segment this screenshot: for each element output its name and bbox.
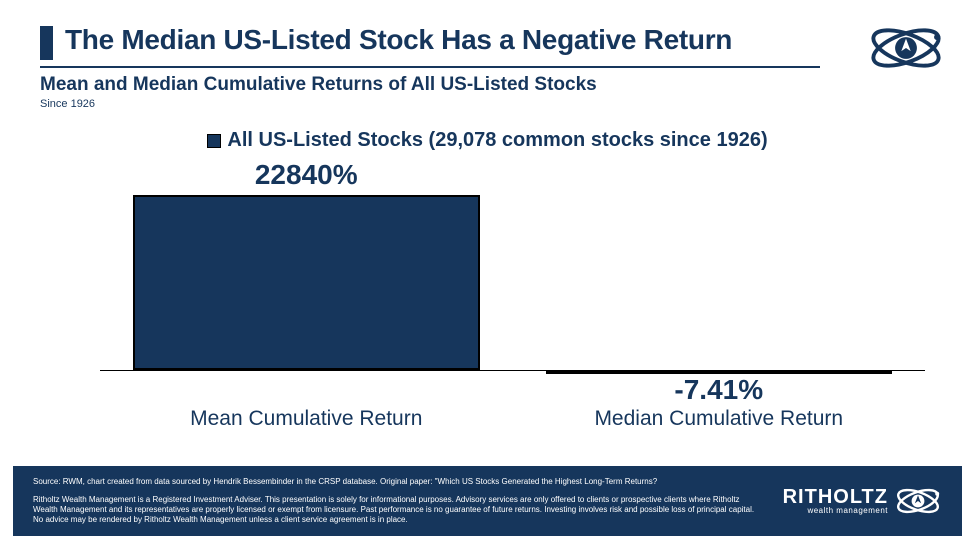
- bar-category-label: Median Cumulative Return: [513, 407, 926, 431]
- brand-orbit-icon: [867, 15, 945, 81]
- bar-category-label: Mean Cumulative Return: [100, 407, 513, 431]
- slide-footer: Source: RWM, chart created from data sou…: [13, 466, 962, 536]
- slide-subtitle: Mean and Median Cumulative Returns of Al…: [40, 74, 935, 96]
- footer-source: Source: RWM, chart created from data sou…: [33, 477, 757, 487]
- bar-chart: 22840%Mean Cumulative Return-7.41%Median…: [100, 160, 925, 410]
- legend-label: All US-Listed Stocks (29,078 common stoc…: [227, 129, 767, 152]
- title-accent-bar: [40, 26, 53, 60]
- title-row: The Median US-Listed Stock Has a Negativ…: [40, 24, 935, 60]
- slide-since-label: Since 1926: [40, 98, 935, 110]
- legend-swatch-icon: [207, 134, 221, 148]
- footer-disclaimer: Ritholtz Wealth Management is a Register…: [33, 495, 757, 525]
- footer-orbit-icon: [894, 481, 942, 521]
- slide-root: The Median US-Listed Stock Has a Negativ…: [0, 0, 975, 548]
- slide-title: The Median US-Listed Stock Has a Negativ…: [65, 24, 732, 56]
- chart-legend: All US-Listed Stocks (29,078 common stoc…: [0, 129, 975, 153]
- bar-value-label: -7.41%: [513, 374, 926, 406]
- title-underline: [40, 66, 820, 68]
- footer-brand-name: RITHOLTZ: [783, 488, 888, 506]
- bar-rect: [133, 195, 480, 370]
- slide-header: The Median US-Listed Stock Has a Negativ…: [40, 24, 935, 110]
- footer-brand-logo: RITHOLTZ wealth management: [777, 476, 942, 526]
- bar-value-label: 22840%: [100, 159, 513, 191]
- bar-column: 22840%Mean Cumulative Return: [100, 160, 513, 410]
- footer-text-block: Source: RWM, chart created from data sou…: [33, 477, 757, 525]
- bar-column: -7.41%Median Cumulative Return: [513, 160, 926, 410]
